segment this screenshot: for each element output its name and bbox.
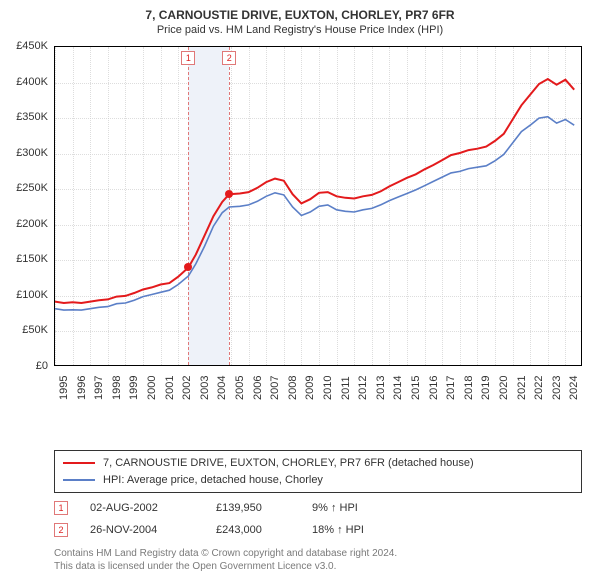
legend-row: HPI: Average price, detached house, Chor… [63, 472, 573, 489]
sale-index-box: 1 [54, 501, 68, 515]
x-axis-label: 1999 [128, 376, 140, 400]
legend: 7, CARNOUSTIE DRIVE, EUXTON, CHORLEY, PR… [54, 450, 582, 493]
x-axis-label: 2005 [234, 376, 246, 400]
y-axis-label: £250K [10, 182, 48, 194]
series-price_paid [55, 79, 574, 303]
footer: Contains HM Land Registry data © Crown c… [54, 547, 590, 573]
sale-dot [225, 190, 233, 198]
x-axis-label: 1995 [58, 376, 70, 400]
y-axis-label: £200K [10, 218, 48, 230]
x-axis-label: 1998 [111, 376, 123, 400]
y-axis-label: £50K [10, 324, 48, 336]
x-axis-label: 2013 [375, 376, 387, 400]
sale-dot [184, 263, 192, 271]
x-axis-label: 1997 [93, 376, 105, 400]
legend-swatch [63, 462, 95, 464]
chart-series [55, 47, 583, 367]
legend-swatch [63, 479, 95, 481]
y-axis-label: £450K [10, 40, 48, 52]
x-axis-label: 2023 [551, 376, 563, 400]
x-axis-label: 2019 [480, 376, 492, 400]
page-subtitle: Price paid vs. HM Land Registry's House … [10, 24, 590, 36]
x-axis-label: 2022 [533, 376, 545, 400]
x-axis-label: 2004 [216, 376, 228, 400]
sale-date: 02-AUG-2002 [90, 502, 200, 514]
x-axis-label: 2009 [304, 376, 316, 400]
x-axis-label: 2018 [463, 376, 475, 400]
x-axis-label: 2008 [287, 376, 299, 400]
legend-label: HPI: Average price, detached house, Chor… [103, 472, 323, 489]
y-axis-label: £300K [10, 147, 48, 159]
series-hpi [55, 117, 574, 310]
chart: £0 £50K £100K £150K £200K £250K £300K £350K £400… [10, 46, 590, 406]
y-axis-label: £0 [10, 360, 48, 372]
sale-price: £243,000 [216, 524, 296, 536]
footer-line: This data is licensed under the Open Gov… [54, 560, 590, 573]
x-axis-label: 2020 [498, 376, 510, 400]
y-axis-label: £350K [10, 111, 48, 123]
y-axis-label: £400K [10, 76, 48, 88]
y-axis-label: £100K [10, 289, 48, 301]
x-axis-label: 2000 [146, 376, 158, 400]
legend-label: 7, CARNOUSTIE DRIVE, EUXTON, CHORLEY, PR… [103, 455, 474, 472]
x-axis-label: 2006 [252, 376, 264, 400]
sale-index-box: 2 [54, 523, 68, 537]
sale-price: £139,950 [216, 502, 296, 514]
x-axis-label: 2017 [445, 376, 457, 400]
sale-marker-number: 2 [222, 51, 236, 65]
sale-row: 2 26-NOV-2004 £243,000 18% ↑ HPI [54, 523, 590, 537]
x-axis-label: 2003 [199, 376, 211, 400]
x-axis-label: 2015 [410, 376, 422, 400]
page-title: 7, CARNOUSTIE DRIVE, EUXTON, CHORLEY, PR… [10, 8, 590, 22]
x-axis-label: 2011 [340, 376, 352, 400]
sale-hpi: 18% ↑ HPI [312, 524, 402, 536]
x-axis-label: 2014 [392, 376, 404, 400]
footer-line: Contains HM Land Registry data © Crown c… [54, 547, 590, 560]
x-axis-label: 2016 [428, 376, 440, 400]
x-axis-label: 1996 [76, 376, 88, 400]
plot-area: 12 [54, 46, 582, 366]
x-axis-label: 2024 [568, 376, 580, 400]
sale-hpi: 9% ↑ HPI [312, 502, 402, 514]
y-axis-label: £150K [10, 253, 48, 265]
x-axis-label: 2010 [322, 376, 334, 400]
sale-date: 26-NOV-2004 [90, 524, 200, 536]
x-axis-label: 2001 [164, 376, 176, 400]
sale-marker-number: 1 [181, 51, 195, 65]
legend-row: 7, CARNOUSTIE DRIVE, EUXTON, CHORLEY, PR… [63, 455, 573, 472]
x-axis-label: 2012 [357, 376, 369, 400]
x-axis-label: 2007 [269, 376, 281, 400]
sale-row: 1 02-AUG-2002 £139,950 9% ↑ HPI [54, 501, 590, 515]
x-axis-label: 2002 [181, 376, 193, 400]
x-axis-label: 2021 [516, 376, 528, 400]
